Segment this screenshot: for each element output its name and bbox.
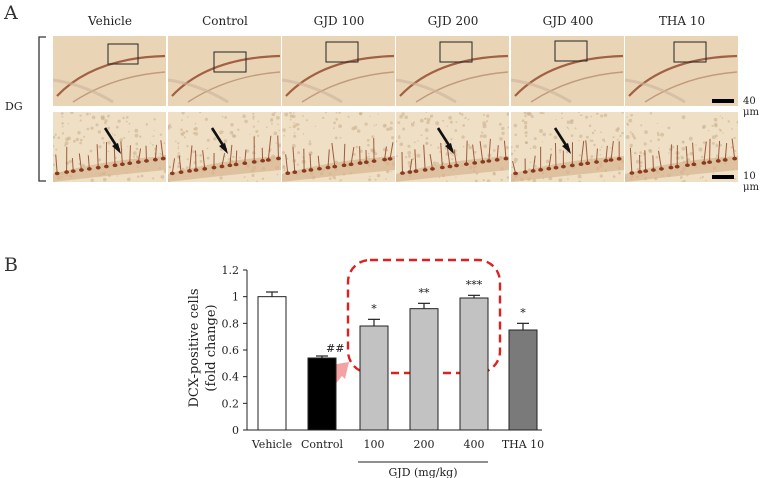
zoom-micrograph-2 bbox=[282, 112, 395, 182]
bar-vehicle bbox=[257, 296, 287, 431]
overview-micrograph-3 bbox=[396, 36, 509, 106]
column-label-0: Vehicle bbox=[88, 14, 132, 28]
overview-micrograph-0 bbox=[53, 36, 166, 106]
x-tick-label: 200 bbox=[414, 438, 435, 451]
region-label-dg: DG bbox=[5, 100, 23, 113]
x-tick-label: Vehicle bbox=[251, 438, 292, 451]
panel-b-letter: B bbox=[4, 254, 18, 276]
scale-bar-10 bbox=[712, 175, 734, 179]
y-tick-label: 1.2 bbox=[222, 264, 240, 277]
y-tick-label: 1 bbox=[232, 291, 239, 304]
overview-micrograph-4 bbox=[511, 36, 624, 106]
bar-tha-10 bbox=[508, 329, 538, 431]
zoom-micrograph-4 bbox=[511, 112, 624, 182]
zoom-micrograph-5 bbox=[625, 112, 738, 182]
overview-micrograph-2 bbox=[282, 36, 395, 106]
y-tick-label: 0 bbox=[232, 424, 239, 437]
significance-marker: * bbox=[520, 306, 526, 319]
significance-marker: *** bbox=[466, 278, 483, 291]
y-axis-label-line-2: (fold change) bbox=[204, 304, 219, 391]
bar-200 bbox=[409, 308, 439, 431]
zoom-micrograph-3 bbox=[396, 112, 509, 182]
region-bracket bbox=[38, 36, 46, 182]
y-tick-label: 0.8 bbox=[222, 317, 240, 330]
column-label-4: GJD 400 bbox=[542, 14, 594, 28]
column-label-1: Control bbox=[202, 14, 248, 28]
y-axis-label-line-1: DCX-positive cells bbox=[187, 288, 202, 407]
dcx-bar-chart: DCX-positive cells (fold change) 0 0.2 0.4… bbox=[187, 258, 544, 478]
scale-bar-40-label: 40 μm bbox=[743, 96, 759, 118]
significance-marker: * bbox=[371, 302, 377, 315]
bar-control bbox=[307, 357, 337, 431]
significance-marker: ## bbox=[326, 342, 344, 355]
column-label-3: GJD 200 bbox=[427, 14, 479, 28]
bar-100 bbox=[359, 325, 389, 431]
x-tick-label: 100 bbox=[364, 438, 385, 451]
group-label: GJD (mg/kg) bbox=[389, 466, 458, 478]
zoom-micrograph-1 bbox=[168, 112, 281, 182]
y-tick-label: 0.4 bbox=[222, 371, 240, 384]
scale-bar-10-label: 10 μm bbox=[743, 171, 759, 193]
x-tick-label: THA 10 bbox=[502, 438, 544, 451]
panel-a-letter: A bbox=[4, 2, 18, 24]
bar-400 bbox=[459, 297, 489, 431]
y-tick-label: 0.2 bbox=[222, 397, 240, 410]
column-label-5: THA 10 bbox=[658, 14, 706, 28]
column-label-2: GJD 100 bbox=[313, 14, 365, 28]
scale-bar-40 bbox=[712, 99, 734, 103]
significance-marker: ** bbox=[419, 286, 431, 299]
zoom-micrograph-0 bbox=[53, 112, 166, 182]
x-tick-label: 400 bbox=[464, 438, 485, 451]
overview-micrograph-1 bbox=[168, 36, 281, 106]
overview-micrograph-5 bbox=[625, 36, 738, 106]
y-axis-label: DCX-positive cells (fold change) bbox=[187, 288, 219, 407]
x-tick-label: Control bbox=[301, 438, 343, 451]
y-tick-label: 0.6 bbox=[222, 344, 240, 357]
